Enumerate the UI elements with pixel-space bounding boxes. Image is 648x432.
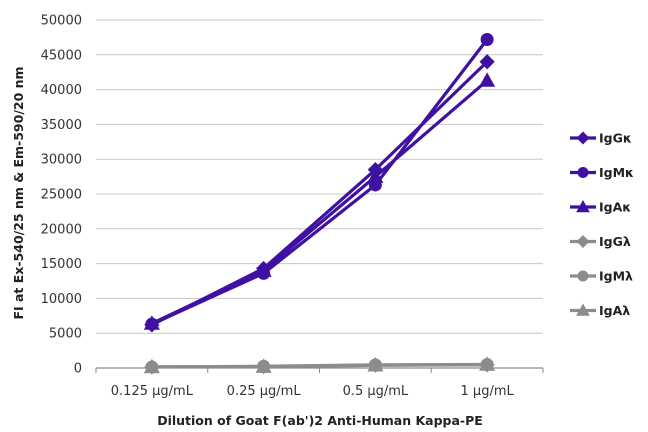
y-axis-title: FI at Ex-540/25 nm & Em-590/20 nm [11,66,26,319]
data-point [143,358,160,374]
legend-label: IgAλ [599,303,630,318]
legend-swatch-marker [576,199,590,213]
legend-item: IgGκ [570,131,632,146]
legend-label: IgAκ [599,200,631,215]
legend-swatch-marker [576,235,590,248]
legend-item: IgAλ [570,303,630,318]
gridlines [96,19,543,334]
y-tick-label: 20000 [41,222,82,237]
x-tick-label: 1 µg/mL [461,384,515,399]
legend-label: IgMλ [599,269,633,284]
data-point [479,54,495,70]
legend-item: IgMκ [570,165,634,180]
data-point [480,32,494,46]
legend-swatch-marker [576,303,590,316]
y-tick-label: 25000 [41,188,82,203]
data-point [479,72,496,87]
data-point [143,315,160,330]
data-point [255,262,272,277]
series-1 [145,32,494,331]
x-tick-label: 0.5 µg/mL [343,384,409,399]
series-group [143,32,496,375]
y-tick-label: 45000 [41,48,82,63]
x-tick-label: 0.125 µg/mL [111,384,194,399]
series-5 [143,356,496,374]
series-line [151,79,489,325]
y-tick-label: 15000 [41,257,82,272]
y-tick-label: 50000 [41,14,82,29]
series-line [151,60,489,327]
series-line [151,362,488,369]
x-axis-ticks: 0.125 µg/mL 0.25 µg/mL 0.5 µg/mL 1 µg/mL [95,368,544,399]
legend-swatch-marker [576,131,590,145]
data-point [255,358,272,373]
x-axis-title: Dilution of Goat F(ab')2 Anti-Human Kapp… [157,413,483,428]
y-tick-label: 10000 [41,292,82,307]
data-point [367,168,384,183]
series-2 [143,72,496,330]
data-point [479,356,496,371]
x-tick-label: 0.25 µg/mL [227,384,302,399]
legend-item: IgGλ [570,234,631,249]
series-line [151,38,489,326]
y-tick-label: 0 [74,362,82,377]
data-point [367,356,384,372]
y-tick-label: 40000 [41,83,82,98]
legend-swatch-marker [577,167,589,178]
legend-label: IgMκ [599,165,634,180]
y-tick-label: 30000 [41,153,82,168]
legend-label: IgGκ [599,131,632,146]
y-tick-label: 5000 [49,327,82,342]
legend-item: IgAκ [570,200,631,215]
legend: IgGκ IgMκ IgAκ IgGλ IgMλ IgAλ [570,131,634,318]
y-tick-label: 35000 [41,118,82,133]
y-axis-ticks: 0 5000 10000 15000 20000 25000 30000 35000 40000… [41,14,82,377]
legend-label: IgGλ [599,234,631,249]
legend-item: IgMλ [570,269,633,284]
legend-swatch-marker [577,270,589,282]
